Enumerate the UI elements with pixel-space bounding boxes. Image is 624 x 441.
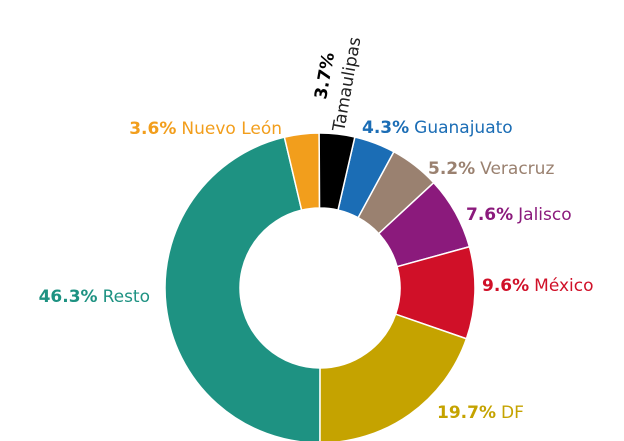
category-label: Nuevo León <box>181 119 282 139</box>
donut-slice <box>318 132 356 211</box>
slice-label: 19.7% DF <box>437 403 524 423</box>
value-label: 3.6% <box>129 119 176 139</box>
slice-label: 46.3% Resto <box>39 287 150 307</box>
slice-label: 9.6% México <box>482 276 594 296</box>
value-label: 5.2% <box>428 159 475 179</box>
category-label: Guanajuato <box>414 118 513 138</box>
value-label: 46.3% <box>39 287 98 307</box>
value-label: 9.6% <box>482 276 529 296</box>
donut-slice <box>319 313 468 441</box>
value-label: 19.7% <box>437 403 496 423</box>
value-label: 4.3% <box>362 118 409 138</box>
category-label: Tamaulipas <box>329 35 365 133</box>
donut-slice <box>164 136 321 441</box>
slice-label: 5.2% Veracruz <box>428 159 554 179</box>
category-label: Veracruz <box>480 159 554 179</box>
slice-label: 7.6% Jalisco <box>466 205 572 225</box>
category-label: Resto <box>103 287 150 307</box>
slice-label: 4.3% Guanajuato <box>362 118 513 138</box>
category-label: DF <box>501 403 524 423</box>
value-label: 7.6% <box>466 205 513 225</box>
category-label: México <box>534 276 593 296</box>
slice-label: 3.6% Nuevo León <box>129 119 282 139</box>
category-label: Jalisco <box>517 205 571 225</box>
